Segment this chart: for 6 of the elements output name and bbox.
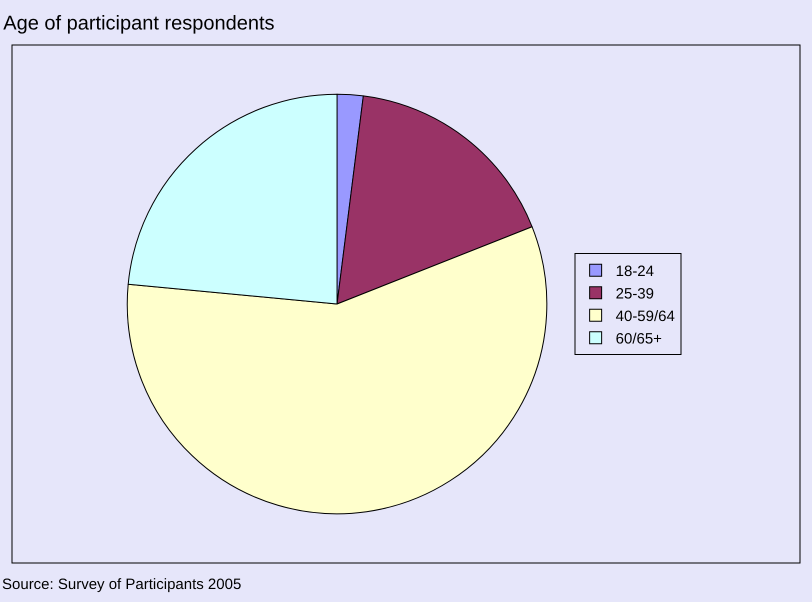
source-note: Source: Survey of Participants 2005 <box>2 576 242 593</box>
legend-label: 40-59/64 <box>616 308 675 326</box>
chart-title: Age of participant respondents <box>3 12 275 34</box>
legend-label: 60/65+ <box>616 330 662 348</box>
legend-label: 18-24 <box>616 263 654 280</box>
legend-label: 25-39 <box>616 286 654 303</box>
